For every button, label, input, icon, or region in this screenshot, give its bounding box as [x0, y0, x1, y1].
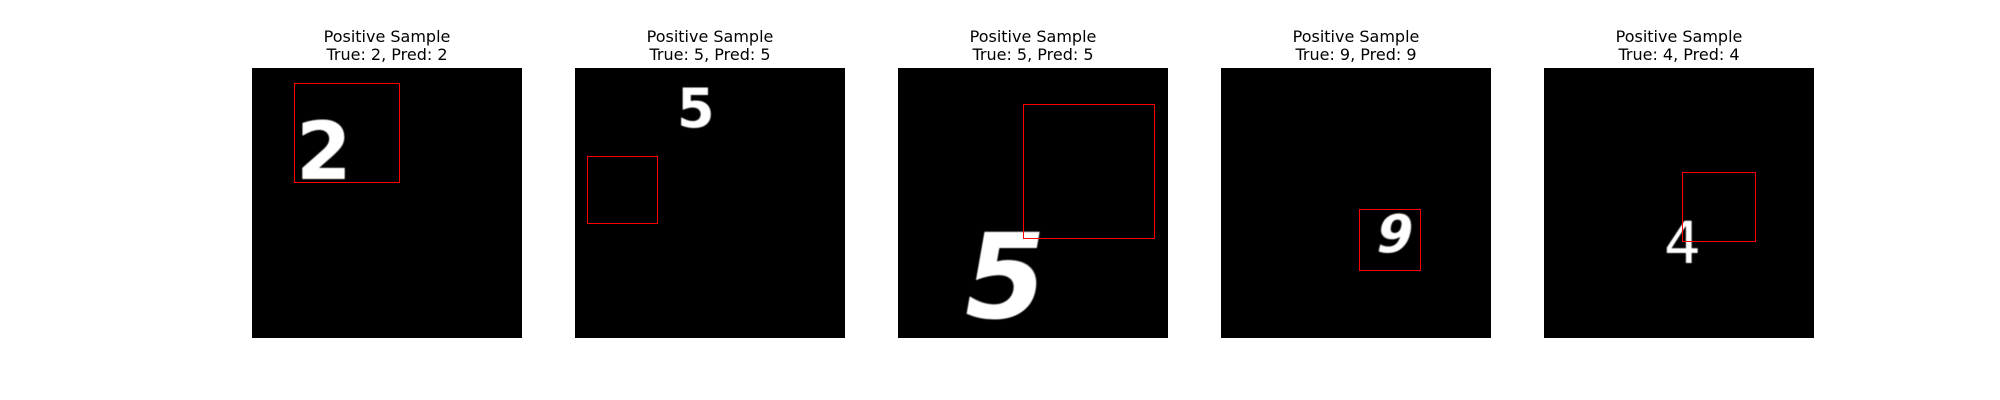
digit-image-4: 9 — [1221, 68, 1491, 338]
bounding-box-5 — [1682, 172, 1756, 242]
panel-title-text: Positive Sample — [1615, 27, 1743, 46]
panel-title-5: Positive Sample True: 4, Pred: 4 — [1544, 28, 1814, 64]
panel-label-text: True: 2, Pred: 2 — [326, 45, 448, 64]
panel-title-text: Positive Sample — [323, 27, 451, 46]
panel-title-text: Positive Sample — [1292, 27, 1420, 46]
sample-panel-3: Positive Sample True: 5, Pred: 5 5 — [898, 0, 1168, 340]
panel-label-text: True: 9, Pred: 9 — [1295, 45, 1417, 64]
bounding-box-2 — [587, 156, 658, 224]
bounding-box-3 — [1023, 104, 1155, 239]
digit-image-2: 5 — [575, 68, 845, 338]
panel-label-text: True: 4, Pred: 4 — [1618, 45, 1740, 64]
sample-panel-5: Positive Sample True: 4, Pred: 4 4 — [1544, 0, 1814, 340]
digit-image-1: 2 — [252, 68, 522, 338]
panel-title-3: Positive Sample True: 5, Pred: 5 — [898, 28, 1168, 64]
panel-label-text: True: 5, Pred: 5 — [972, 45, 1094, 64]
panel-title-text: Positive Sample — [646, 27, 774, 46]
panel-title-text: Positive Sample — [969, 27, 1097, 46]
sample-panel-2: Positive Sample True: 5, Pred: 5 5 — [575, 0, 845, 340]
panel-label-text: True: 5, Pred: 5 — [649, 45, 771, 64]
digit-glyph-1: 2 — [296, 105, 352, 198]
sample-panel-1: Positive Sample True: 2, Pred: 2 2 — [252, 0, 522, 340]
digit-image-3: 5 — [898, 68, 1168, 338]
sample-panel-4: Positive Sample True: 9, Pred: 9 9 — [1221, 0, 1491, 340]
digit-image-5: 4 — [1544, 68, 1814, 338]
panel-title-1: Positive Sample True: 2, Pred: 2 — [252, 28, 522, 64]
panel-title-2: Positive Sample True: 5, Pred: 5 — [575, 28, 845, 64]
bounding-box-1 — [294, 83, 400, 183]
bounding-box-4 — [1359, 209, 1421, 271]
digit-glyph-2: 5 — [677, 77, 715, 140]
panel-title-4: Positive Sample True: 9, Pred: 9 — [1221, 28, 1491, 64]
